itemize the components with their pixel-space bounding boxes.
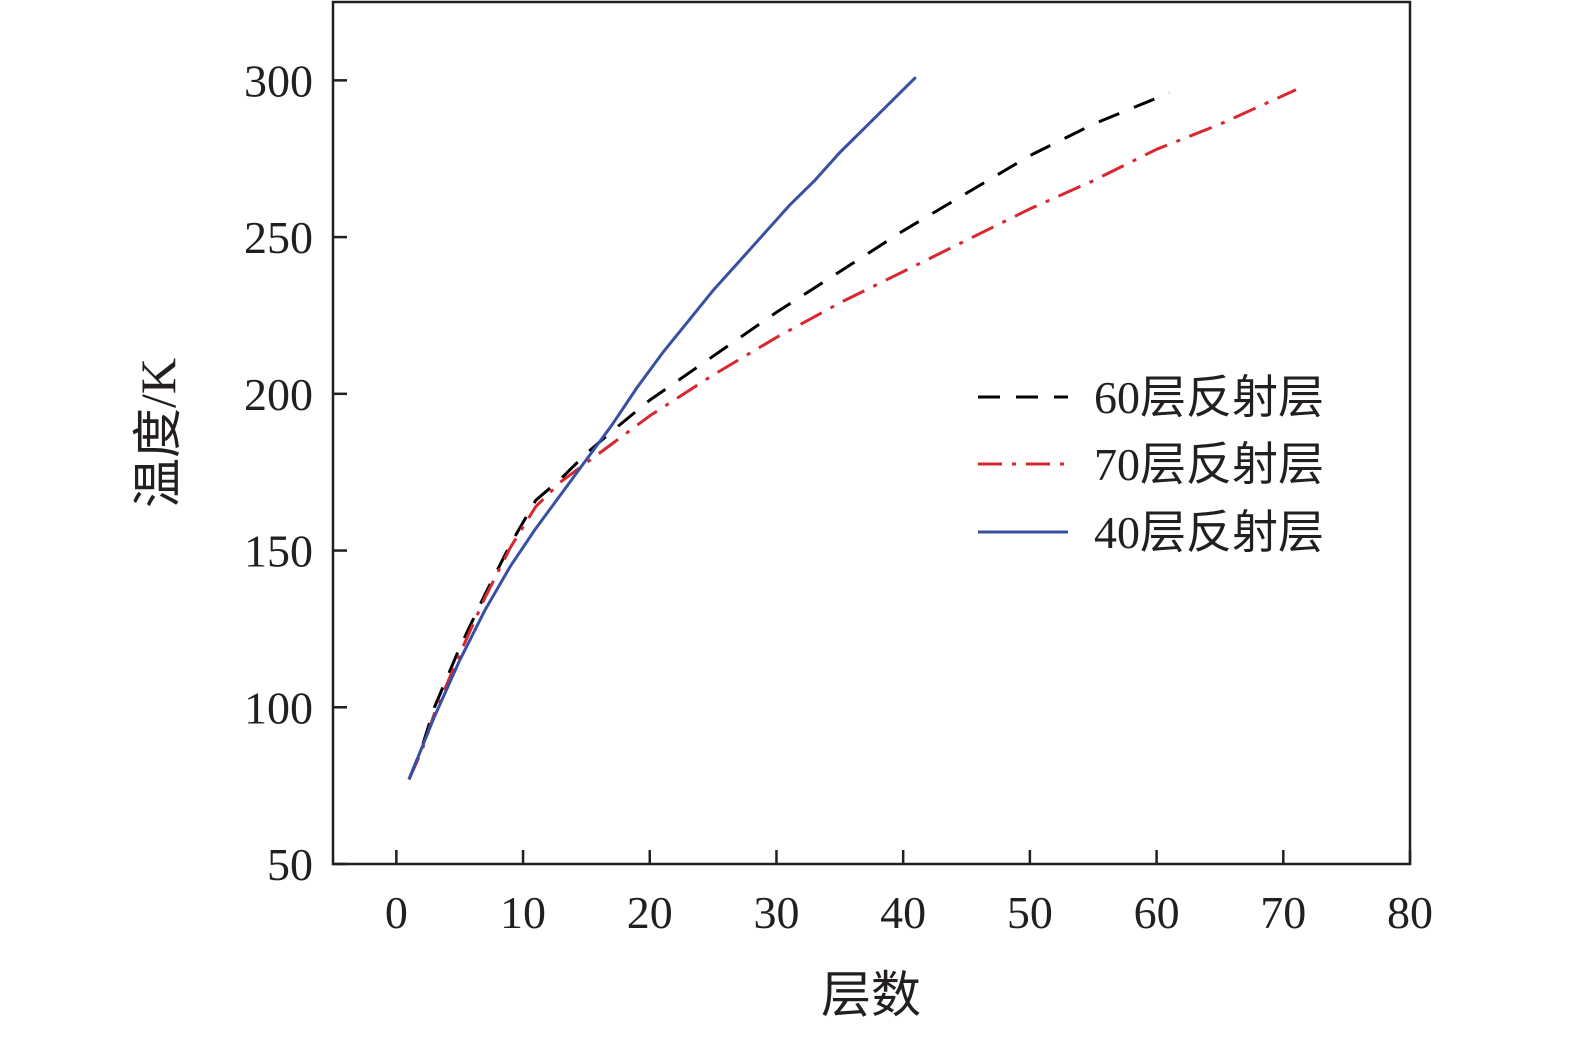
- y-tick-label: 250: [244, 212, 313, 263]
- x-tick-label: 10: [500, 887, 546, 938]
- x-axis-ticks: 0 10 20 30 40 50 60 70 80: [385, 850, 1433, 938]
- y-axis-title: 温度/K: [130, 358, 186, 508]
- x-tick-label: 40: [880, 887, 926, 938]
- x-tick-label: 0: [385, 887, 408, 938]
- y-tick-label: 50: [267, 839, 313, 890]
- y-tick-label: 300: [244, 55, 313, 106]
- x-axis-title: 层数: [821, 967, 921, 1023]
- x-tick-label: 80: [1387, 887, 1433, 938]
- x-tick-label: 50: [1007, 887, 1053, 938]
- legend-label-0: 60层反射层: [1094, 372, 1324, 423]
- x-tick-label: 60: [1134, 887, 1180, 938]
- y-axis-ticks: 50 100 150 200 250 300: [244, 55, 347, 890]
- legend-label-2: 40层反射层: [1094, 507, 1324, 558]
- legend-label-1: 70层反射层: [1094, 439, 1324, 490]
- y-tick-label: 200: [244, 369, 313, 420]
- legend: 60层反射层 70层反射层 40层反射层: [978, 372, 1324, 558]
- series-line-1: [407, 88, 1297, 781]
- x-tick-label: 70: [1260, 887, 1306, 938]
- x-tick-label: 30: [753, 887, 799, 938]
- series-layer: [407, 76, 1297, 781]
- y-tick-label: 100: [244, 682, 313, 733]
- y-tick-label: 150: [244, 526, 313, 577]
- series-line-2: [407, 76, 917, 780]
- series-line-0: [407, 91, 1170, 780]
- plot-frame: [331, 0, 1412, 866]
- x-tick-label: 20: [627, 887, 673, 938]
